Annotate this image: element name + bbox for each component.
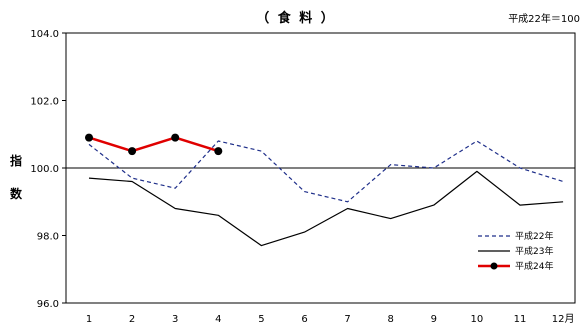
x-tick-label: 10 xyxy=(471,314,484,325)
series-layer xyxy=(85,133,564,247)
series-point xyxy=(128,147,137,156)
x-tick-label: 4 xyxy=(215,314,221,325)
x-tick-label: 3 xyxy=(172,314,178,325)
y-tick-label: 96.0 xyxy=(37,299,59,310)
x-tick-label: 9 xyxy=(431,314,437,325)
series-line xyxy=(88,136,219,153)
y-tick-label: 100.0 xyxy=(30,164,59,175)
series-point xyxy=(214,147,223,156)
legend-label: 平成24年 xyxy=(515,260,553,272)
x-tick-label: 12月 xyxy=(552,313,575,325)
x-tick-label: 11 xyxy=(514,314,527,325)
x-tick-label: 7 xyxy=(344,314,350,325)
series-line xyxy=(88,140,564,203)
x-tick-label: 2 xyxy=(129,314,135,325)
series-point xyxy=(85,133,93,142)
series-line xyxy=(88,170,564,247)
y-tick-label: 104.0 xyxy=(30,29,59,40)
x-tick-label: 6 xyxy=(301,314,307,325)
chart-title: （ 食 料 ） xyxy=(256,10,336,26)
x-tick-label: 1 xyxy=(86,314,92,325)
x-tick-label: 8 xyxy=(388,314,394,325)
x-ticks: 1 2 3 4 5 6 7 8 9 10 11 12月 xyxy=(86,313,575,325)
y-axis-label-char: 指 xyxy=(10,153,22,168)
y-tick-label: 102.0 xyxy=(30,97,59,108)
legend-label: 平成22年 xyxy=(515,230,553,242)
y-axis-label-char: 数 xyxy=(10,186,23,201)
base-year-note: 平成22年＝100 xyxy=(508,12,580,25)
y-tick-label: 98.0 xyxy=(37,232,59,243)
legend-marker xyxy=(490,262,498,270)
y-axis-label: 指 数 xyxy=(10,153,23,201)
y-ticks: 96.0 98.0 100.0 102.0 104.0 xyxy=(30,29,66,310)
x-tick-label: 5 xyxy=(258,314,264,325)
series-point xyxy=(171,133,180,142)
legend-label: 平成23年 xyxy=(515,245,553,257)
